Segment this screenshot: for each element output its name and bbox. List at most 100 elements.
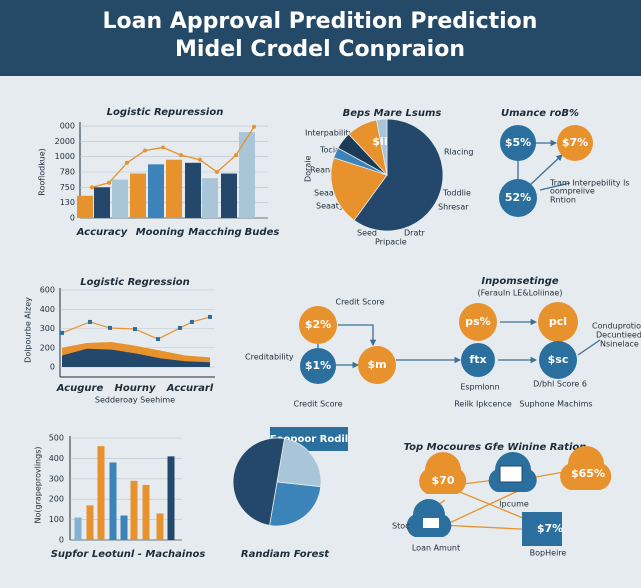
node	[499, 179, 537, 217]
note: Stoc	[392, 522, 410, 531]
bar	[142, 484, 150, 540]
bar	[120, 515, 128, 540]
node-label: $1%	[305, 359, 331, 372]
node	[538, 302, 578, 342]
point	[143, 148, 147, 153]
y-tick-label: 400	[49, 454, 64, 463]
y-label: Dolpourbe Alzey	[24, 297, 33, 363]
node-label: $7%	[537, 522, 563, 535]
x-label: Budes	[245, 227, 280, 238]
x-title: Sedderoay Seehime	[95, 396, 175, 405]
pie-label: Doraie	[304, 156, 313, 182]
bar	[156, 513, 164, 540]
marker	[190, 319, 194, 324]
label: Credit Score	[335, 298, 384, 307]
bar	[166, 159, 182, 218]
note: Ipcume	[499, 500, 529, 509]
y-tick-label: 000	[60, 122, 75, 131]
panel: Inpomsetinge (Ferauln LE&Loliinae) ps% p…	[454, 276, 641, 409]
note: Decuntieed	[596, 331, 641, 340]
panel-title: Top Mocoures Gfe Winine Ration	[404, 442, 587, 453]
marker	[178, 325, 182, 330]
y-tick-label: 400	[40, 305, 55, 314]
bar	[94, 187, 110, 218]
pie-label: Interpability	[305, 129, 354, 138]
node	[500, 125, 536, 161]
area	[62, 348, 210, 367]
bar	[109, 462, 117, 540]
marker	[60, 330, 64, 335]
y-tick-label: 130	[60, 198, 75, 207]
label: Credit Score	[293, 400, 342, 409]
note: Tram Interpebility ls	[549, 179, 630, 188]
y-tick-label: 1000	[55, 152, 75, 161]
point	[215, 170, 219, 175]
node-label: $m	[367, 358, 386, 371]
note: Suphone Machims	[519, 400, 592, 409]
edge	[529, 154, 563, 186]
x-label: Accuracy	[76, 227, 128, 238]
bar	[202, 178, 218, 218]
icon	[423, 518, 439, 528]
y-tick-label: 200	[49, 495, 64, 504]
pie-label: Toddlie	[442, 189, 471, 198]
y-label: No(grapeprovlings)	[34, 447, 43, 524]
pie-label: Pripacle	[375, 238, 407, 247]
point	[161, 145, 165, 150]
pie-label: Seaaty	[316, 202, 344, 211]
node-label: $65%	[571, 467, 605, 480]
bar	[130, 480, 138, 540]
pie-slice	[376, 118, 388, 176]
panel-title: Beps Mare Lsums	[343, 108, 442, 119]
y-tick-label: 100	[49, 515, 64, 524]
panel: Umance roB% $5% $7% 52% Tram Interpebili…	[499, 108, 630, 217]
note: D/bhl Score 6	[533, 380, 587, 389]
bar	[97, 446, 105, 540]
y-tick-label: 600	[40, 286, 55, 295]
y-tick-label: 200	[40, 343, 55, 352]
y-tick-label: 750	[60, 183, 75, 192]
panel-title: Umance roB%	[501, 108, 579, 119]
pie-slice	[269, 481, 322, 527]
point	[252, 124, 256, 129]
panel-title: Inpomsetinge	[481, 276, 559, 287]
note: Loan Amunt	[412, 544, 460, 553]
bar	[130, 173, 146, 218]
bar	[221, 173, 237, 218]
node-label: $sc	[548, 353, 569, 366]
pie-label: Seed	[357, 229, 377, 238]
x-label: Macching	[188, 227, 241, 238]
y-tick-label: 0	[70, 214, 75, 223]
node-label: $70	[432, 474, 455, 487]
x-title: Supfor Leotunl - Machainos	[51, 549, 206, 560]
y-tick-label: 300	[40, 324, 55, 333]
bar	[77, 195, 93, 218]
subtitle: (Ferauln LE&Loliinae)	[478, 289, 563, 298]
point	[125, 160, 129, 165]
marker	[208, 314, 212, 319]
marker	[156, 337, 160, 342]
panel: Top Mocoures Gfe Winine Ration $70 $65% …	[392, 442, 612, 558]
bar	[74, 517, 82, 540]
note: oompreiive	[550, 187, 595, 196]
bar	[112, 179, 128, 218]
edge	[409, 469, 576, 531]
marker	[88, 319, 92, 324]
point	[90, 185, 94, 190]
bar	[185, 162, 201, 218]
panel: Logistic Regression Dolpourbe Alzey Acug…	[24, 277, 215, 405]
node	[557, 125, 593, 161]
pie-label: Dratr	[404, 229, 425, 238]
panel-title: Randiam Forest	[241, 549, 330, 560]
y-tick-label: 500	[49, 434, 64, 443]
bar	[148, 164, 164, 218]
node-label: 52%	[505, 191, 531, 204]
header-band	[0, 0, 641, 76]
panel: Beps Mare Lsums Interpability Tocial Rea…	[304, 108, 474, 247]
panel: Credit Score $2% $1% $m Creditability Cr…	[245, 298, 462, 409]
pie-label: Seaaty	[314, 189, 342, 198]
node-label: $2%	[305, 318, 331, 331]
title: Midel Crodel Conpraion	[175, 37, 465, 62]
panel-title: Logistic Regression	[80, 277, 190, 288]
